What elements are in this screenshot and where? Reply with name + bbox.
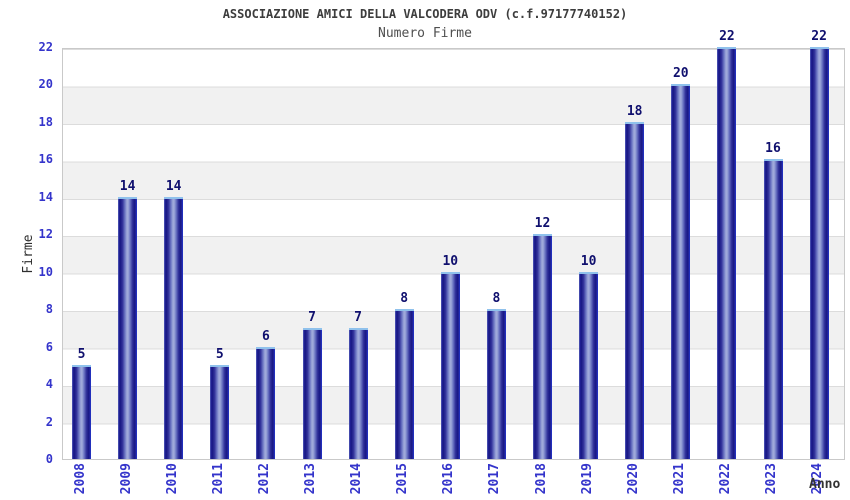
bar-value-label: 16 xyxy=(765,141,781,157)
bar-value-label: 5 xyxy=(215,347,224,363)
bar-value-label: 5 xyxy=(77,347,86,363)
bar-2011 xyxy=(210,365,230,459)
x-tick-label-2012: 2012 xyxy=(256,463,272,495)
bar-value-label: 14 xyxy=(165,178,182,194)
plot-area: 5 14 14 5 6 7 7 8 10 8 12 10 18 20 22 16 22 xyxy=(62,30,845,460)
bar-value-label: 10 xyxy=(442,253,459,269)
y-tick-label: 14 xyxy=(38,189,53,204)
bar-2021 xyxy=(671,84,691,459)
bar-2019 xyxy=(579,271,599,459)
x-tick-label-2008: 2008 xyxy=(72,463,88,495)
y-tick-label: 8 xyxy=(45,302,53,317)
bar-2012 xyxy=(256,346,276,459)
x-tick-label-2011: 2011 xyxy=(210,463,226,495)
x-tick-label-2014: 2014 xyxy=(349,463,365,495)
bar-2008 xyxy=(72,365,91,459)
x-tick-label-2013: 2013 xyxy=(303,463,318,495)
bar-value-label: 10 xyxy=(580,253,597,269)
y-tick-label: 18 xyxy=(38,114,53,129)
y-tick-label: 6 xyxy=(45,339,53,354)
bar-2010 xyxy=(164,196,184,459)
bar-value-label: 8 xyxy=(400,291,409,307)
y-tick-label: 0 xyxy=(45,452,53,466)
x-tick-label-2016: 2016 xyxy=(441,463,457,495)
bar-2014 xyxy=(348,327,368,459)
bar-value-label: 22 xyxy=(719,29,735,44)
bar-2024 xyxy=(809,47,829,459)
x-tick-label-2009: 2009 xyxy=(118,463,134,495)
chart-title: ASSOCIAZIONE AMICI DELLA VALCODERA ODV (… xyxy=(222,7,628,21)
bar-value-label: 18 xyxy=(626,103,643,119)
bar-value-label: 6 xyxy=(261,328,270,344)
x-tick-label-2010: 2010 xyxy=(164,463,180,495)
x-tick-label-2022: 2022 xyxy=(717,463,733,495)
bar-value-label: 7 xyxy=(308,309,316,325)
x-tick-label-2015: 2015 xyxy=(395,463,411,495)
x-tick-label-2018: 2018 xyxy=(533,463,549,495)
y-tick-label: 12 xyxy=(38,227,53,242)
bar-value-label: 14 xyxy=(119,178,136,194)
x-tick-label-2020: 2020 xyxy=(625,463,641,495)
bar-2020 xyxy=(625,121,645,459)
bar-2022 xyxy=(717,47,737,459)
x-tick-label-2021: 2021 xyxy=(671,463,687,495)
y-tick-label: 20 xyxy=(38,77,53,92)
y-tick-label: 2 xyxy=(45,414,53,429)
y-tick-label: 4 xyxy=(45,377,53,392)
bar-2023 xyxy=(763,159,783,459)
x-tick-label-2019: 2019 xyxy=(579,463,595,495)
x-tick-label-2017: 2017 xyxy=(487,463,503,495)
bar-value-label: 8 xyxy=(492,291,501,307)
y-tick-label: 10 xyxy=(38,264,53,279)
bar-2015 xyxy=(394,309,414,459)
x-tick-label-2023: 2023 xyxy=(764,463,779,495)
bar-2017 xyxy=(486,309,506,459)
bar-value-label: 22 xyxy=(811,29,827,44)
bar-2016 xyxy=(440,271,460,459)
bar-value-label: 12 xyxy=(534,216,551,232)
x-axis-title: Anno xyxy=(809,477,841,492)
bar-2013 xyxy=(302,327,322,459)
y-tick-label: 16 xyxy=(38,152,53,167)
bar-value-label: 20 xyxy=(672,66,689,82)
bar-2018 xyxy=(533,234,552,459)
bar-value-label: 7 xyxy=(354,309,362,325)
chart-subtitle: Numero Firme xyxy=(378,26,472,41)
y-tick-label: 22 xyxy=(38,40,53,54)
bar-2009 xyxy=(118,196,138,459)
